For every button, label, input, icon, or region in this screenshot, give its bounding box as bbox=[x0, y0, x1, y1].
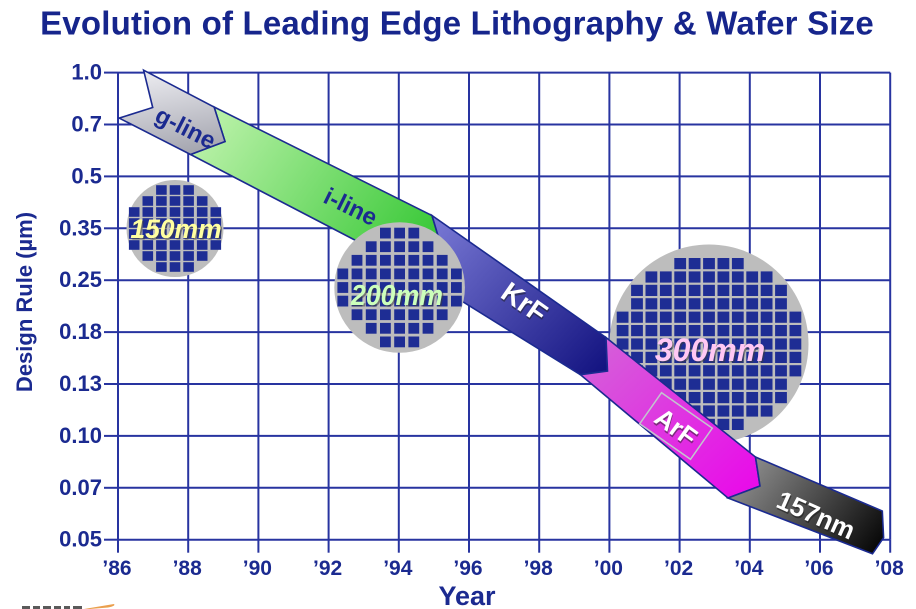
svg-text:0.10: 0.10 bbox=[59, 423, 102, 448]
svg-text:200mm: 200mm bbox=[352, 282, 445, 314]
svg-text:’04: ’04 bbox=[734, 557, 764, 580]
svg-text:150mm: 150mm bbox=[130, 214, 221, 244]
svg-text:’02: ’02 bbox=[664, 557, 693, 580]
svg-text:Evolution of Leading Edge Lith: Evolution of Leading Edge Lithography & … bbox=[40, 5, 874, 42]
svg-text:’06: ’06 bbox=[804, 557, 833, 580]
svg-text:0.7: 0.7 bbox=[71, 112, 102, 137]
svg-text:0.35: 0.35 bbox=[59, 215, 102, 240]
svg-text:’94: ’94 bbox=[383, 557, 413, 580]
svg-text:0.25: 0.25 bbox=[59, 267, 102, 292]
svg-text:0.07: 0.07 bbox=[59, 475, 102, 500]
svg-text:1.0: 1.0 bbox=[71, 60, 102, 85]
svg-text:’92: ’92 bbox=[313, 557, 342, 580]
svg-text:Year: Year bbox=[438, 581, 496, 609]
svg-text:300mm: 300mm bbox=[655, 332, 765, 368]
svg-text:200mm: 200mm bbox=[350, 280, 443, 312]
svg-text:0.5: 0.5 bbox=[71, 163, 102, 188]
svg-text:0.18: 0.18 bbox=[59, 319, 102, 344]
svg-text:’86: ’86 bbox=[102, 557, 131, 580]
svg-text:’96: ’96 bbox=[453, 557, 482, 580]
svg-text:Design Rule (µm): Design Rule (µm) bbox=[12, 212, 37, 392]
svg-text:’88: ’88 bbox=[173, 557, 203, 580]
svg-text:150mm: 150mm bbox=[132, 216, 223, 246]
svg-text:’90: ’90 bbox=[243, 557, 272, 580]
svg-text:’98: ’98 bbox=[524, 557, 554, 580]
svg-text:0.13: 0.13 bbox=[59, 371, 102, 396]
svg-text:’00: ’00 bbox=[594, 557, 623, 580]
svg-text:’08: ’08 bbox=[875, 557, 905, 580]
svg-text:0.05: 0.05 bbox=[59, 527, 102, 552]
svg-text:300mm: 300mm bbox=[656, 334, 766, 370]
